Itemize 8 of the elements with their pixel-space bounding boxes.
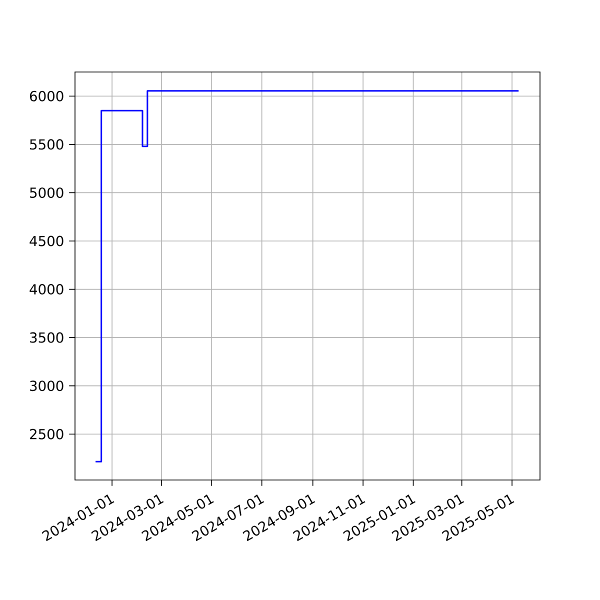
y-tick-label: 2500 [30,428,64,440]
y-tick-label: 3000 [30,380,64,392]
y-tick-label: 5500 [30,139,64,150]
y-tick-label: 3500 [30,332,64,343]
y-tick-label: 4000 [30,284,64,295]
y-tick-label: 4500 [30,236,64,246]
y-tick-label: 5000 [30,187,64,198]
y-tick-label: 6000 [30,90,64,102]
